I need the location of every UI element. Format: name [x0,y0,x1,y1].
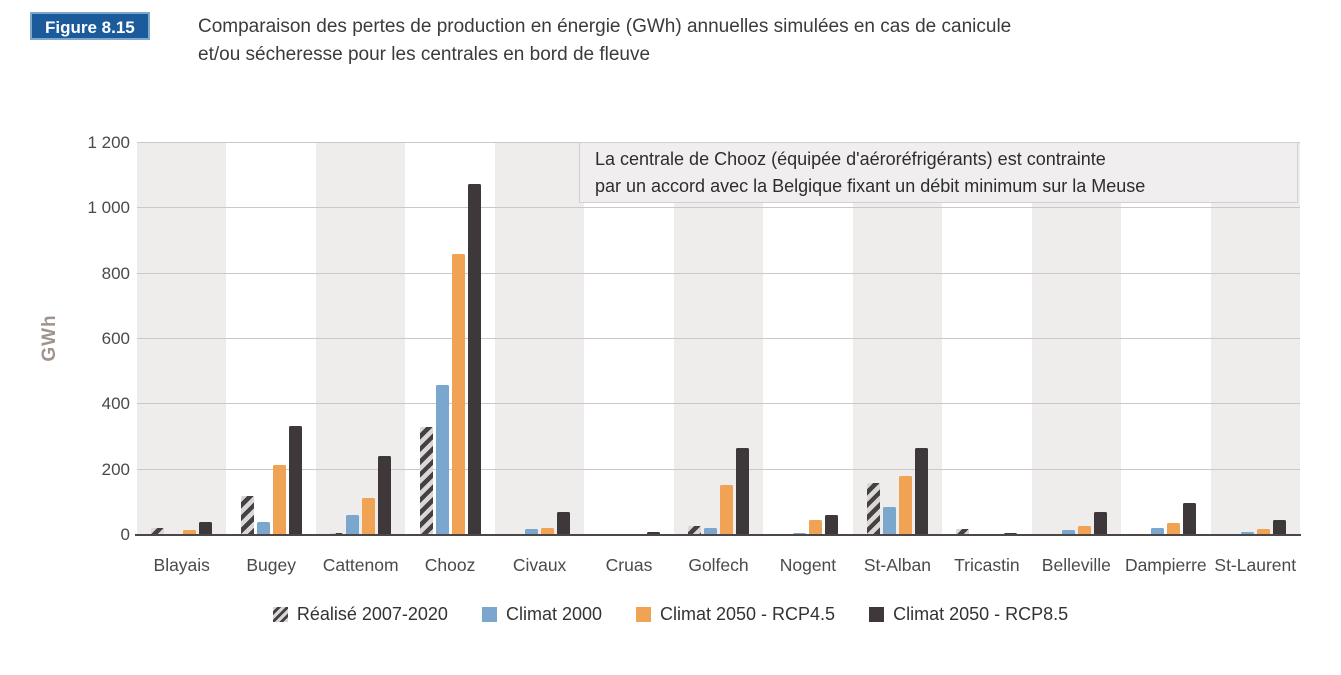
gridline [137,403,1300,405]
legend-swatch [636,607,651,622]
bar [688,526,701,535]
plot-area [135,142,1301,536]
x-axis-label: Golfech [688,555,749,575]
bar [1272,520,1286,535]
legend-item: Climat 2050 - RCP4.5 [636,604,835,625]
bar [1167,522,1181,535]
bar [151,528,165,535]
y-tick-label: 0 [120,525,130,544]
y-tick-label: 800 [101,263,130,283]
bar [956,529,970,535]
bar [346,515,360,535]
legend-item: Climat 2050 - RCP8.5 [869,604,1068,625]
figure-title-line1: Comparaison des pertes de production en … [198,16,1012,37]
legend-label: Climat 2000 [505,604,602,624]
bar [646,532,660,535]
bar [882,507,896,535]
category-band [494,143,585,535]
legend: Réalisé 2007-2020 Climat 2000 Climat 2050 … [0,604,1341,625]
annotation-box: La centrale de Chooz (équipée d'aéroréfr… [579,142,1298,203]
x-axis-label: Dampierre [1124,555,1207,575]
x-axis-label: Bugey [246,555,296,575]
category-band [315,143,406,535]
legend-label: Climat 2050 - RCP4.5 [660,604,836,624]
bar [467,183,481,535]
bar [1183,503,1197,535]
bar [435,384,449,535]
y-tick-label: 600 [101,329,130,348]
figure-title-line2: et/ou sécheresse pour les centrales en b… [198,44,651,65]
bar [1240,531,1254,535]
annotation-line2: par un accord avec la Belgique fixant un… [595,175,1146,196]
x-axis-label: Blayais [153,555,210,575]
legend-item: Réalisé 2007-2020 [272,604,448,625]
x-axis-label: Tricastin [954,555,1020,575]
bar [809,520,823,535]
y-tick-label: 200 [101,459,130,479]
category-band [226,143,316,535]
bar [378,455,392,535]
bar [720,485,733,535]
bar [736,447,749,535]
x-axis-label: Belleville [1041,555,1111,575]
bar [866,482,880,535]
bar [419,427,433,535]
x-axis-label: Cattenom [322,555,399,575]
legend-item: Climat 2000 [481,604,602,625]
bar [704,527,717,535]
category-band [405,143,495,535]
bar [825,515,839,535]
bar [541,527,555,535]
legend-label: Climat 2050 - RCP8.5 [893,604,1069,624]
legend-swatch [869,607,885,622]
y-tick-label: 1 200 [87,133,130,152]
bar [1077,526,1091,535]
bar [199,521,213,535]
x-axis-label: Civaux [512,555,567,575]
bar [451,254,465,535]
x-axis-label: St-Alban [863,555,931,575]
gridline [137,272,1300,274]
y-tick-label: 400 [101,394,130,414]
x-axis-label: St-Laurent [1214,555,1297,575]
bar [898,476,912,535]
y-tick-label: 1 000 [87,198,130,218]
bar [183,530,197,535]
bar [362,498,376,535]
bar [557,512,571,535]
legend-swatch [481,607,497,622]
gridline [137,338,1300,339]
annotation-line1: La centrale de Chooz (équipée d'aéroréfr… [595,148,1106,169]
legend-swatch [272,607,288,622]
bar [330,532,344,535]
bar [256,521,270,535]
x-axis-label: Cruas [605,555,653,575]
bar [288,425,302,535]
bar [914,448,928,535]
bar [1256,529,1270,535]
figure-badge: Figure 8.15 [30,12,150,40]
bar [240,495,254,535]
x-axis-label: Nogent [779,555,837,575]
gridline [137,207,1300,209]
legend-label: Réalisé 2007-2020 [296,604,448,624]
bar [1151,528,1165,535]
figure-title: Comparaison des pertes de production en … [198,13,1328,69]
gridline [137,468,1300,470]
bar [525,529,539,535]
x-axis-line [135,534,1301,536]
category-band [137,143,227,535]
bar [1061,530,1075,535]
x-axis-label: Chooz [424,555,476,575]
bar [272,464,286,535]
bar [1093,512,1107,535]
